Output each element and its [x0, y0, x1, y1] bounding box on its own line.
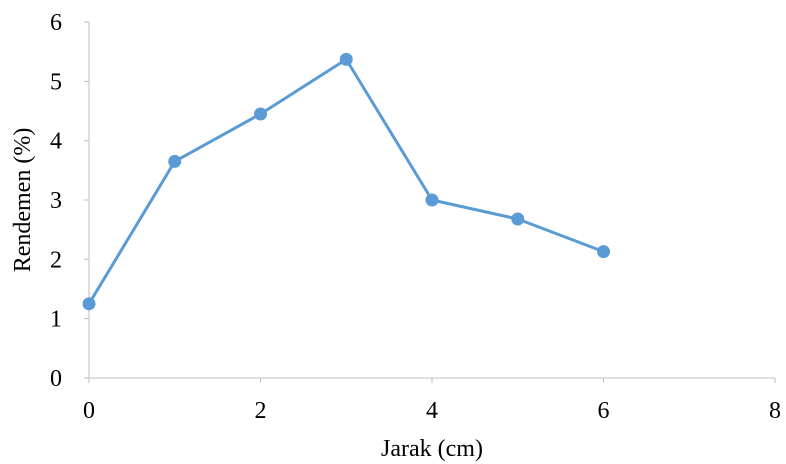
series-line-0 [87, 57, 605, 305]
y-tick-label-5: 5 [50, 69, 62, 95]
data-point-0-6 [597, 245, 610, 259]
x-axis-ticks: 0 2 4 6 8 [83, 378, 781, 424]
y-tick-label-4: 4 [50, 129, 62, 155]
x-tick-label-3: 6 [598, 398, 610, 424]
y-axis-label: Rendemen (%) [10, 128, 36, 273]
y-tick-label-2: 2 [50, 247, 62, 273]
x-tick-label-2: 4 [426, 398, 438, 424]
data-point-0-2 [254, 107, 267, 121]
y-tick-label-1: 1 [50, 307, 62, 333]
x-axis-label: Jarak (cm) [381, 436, 483, 462]
series-layer [82, 52, 610, 311]
y-axis-ticks: 0 1 2 3 4 5 6 [50, 10, 89, 392]
x-tick-label-4: 8 [769, 398, 781, 424]
y-tick-label-6: 6 [50, 10, 62, 36]
data-point-0-5 [511, 212, 525, 226]
y-tick-label-0: 0 [50, 366, 62, 392]
x-tick-label-1: 2 [255, 398, 267, 424]
data-point-0-0 [82, 297, 96, 311]
data-point-0-3 [339, 52, 353, 66]
x-tick-label-0: 0 [83, 398, 95, 424]
data-point-0-4 [425, 193, 439, 207]
y-tick-label-3: 3 [50, 188, 62, 214]
data-point-0-1 [168, 154, 182, 168]
